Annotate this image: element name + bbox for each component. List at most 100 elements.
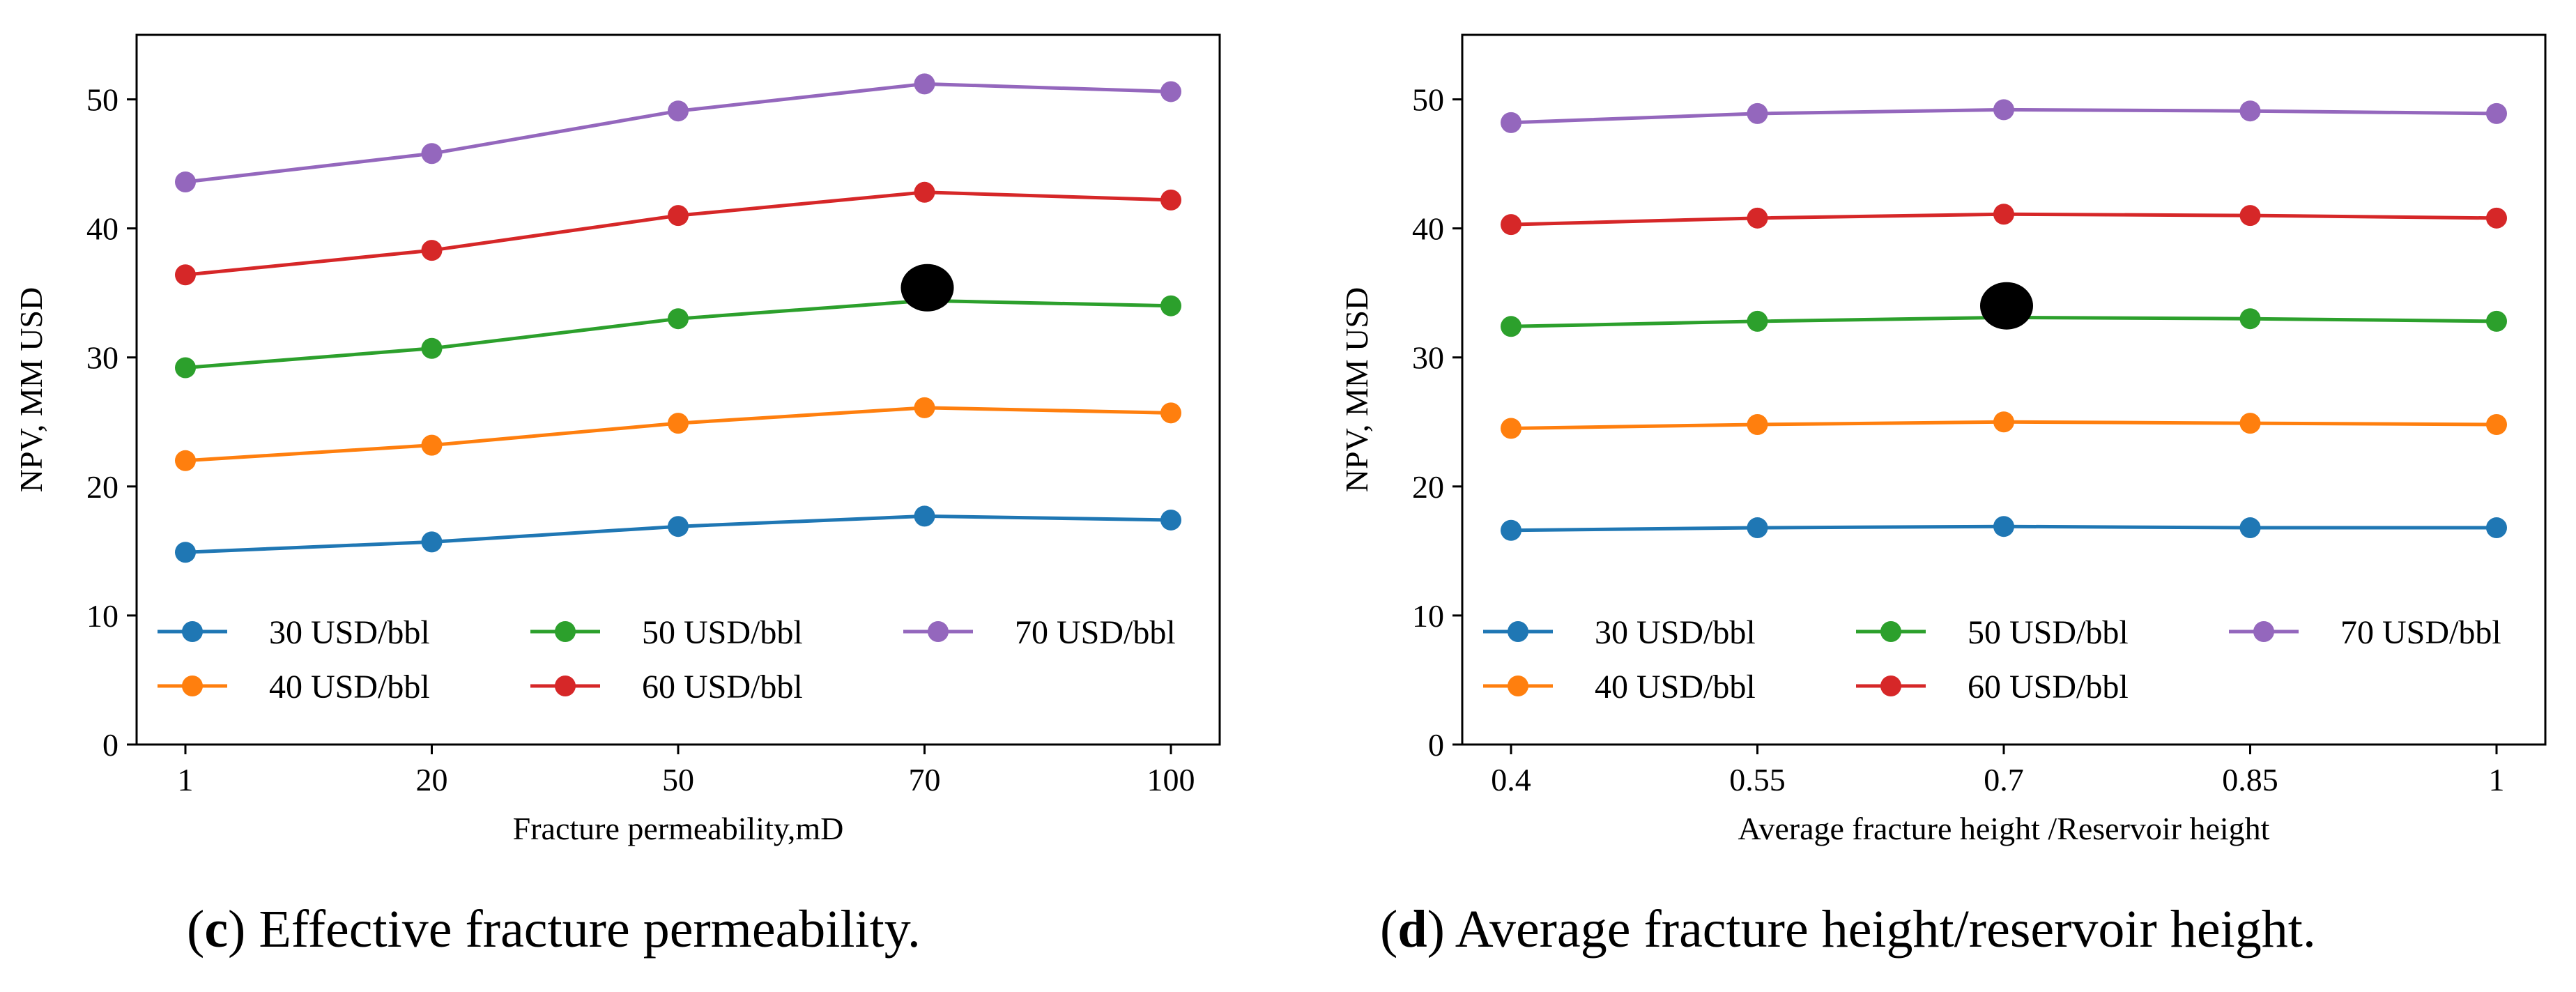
legend-label: 70 USD/bbl: [1015, 614, 1176, 651]
x-tick-label: 0.4: [1491, 762, 1531, 798]
data-point: [668, 100, 689, 122]
data-point: [668, 308, 689, 330]
data-point: [1160, 509, 1181, 531]
legend-marker: [1880, 676, 1901, 696]
legend-marker: [1880, 621, 1901, 642]
data-point: [1160, 189, 1181, 211]
y-tick-label: 40: [86, 211, 118, 247]
legend-label: 60 USD/bbl: [642, 669, 803, 705]
y-tick-label: 10: [86, 598, 118, 634]
legend-marker: [2253, 621, 2274, 642]
data-point: [175, 357, 196, 379]
data-point: [421, 531, 443, 553]
legend-marker: [555, 621, 576, 642]
data-point: [421, 240, 443, 261]
y-tick-label: 50: [86, 82, 118, 118]
legend-label: 60 USD/bbl: [1968, 669, 2129, 705]
data-point: [2486, 310, 2507, 332]
x-axis-label: Fracture permeability,mD: [513, 811, 844, 846]
data-point: [2239, 205, 2261, 227]
legend-marker: [1508, 621, 1528, 642]
data-point: [1747, 102, 1768, 124]
data-point: [668, 413, 689, 434]
legend-label: 70 USD/bbl: [2340, 614, 2501, 651]
data-point: [914, 73, 935, 95]
x-tick-label: 0.85: [2222, 762, 2278, 798]
y-tick-label: 40: [1412, 211, 1444, 247]
x-tick-label: 50: [662, 762, 694, 798]
legend-label: 30 USD/bbl: [1595, 614, 1756, 651]
y-tick-label: 10: [1412, 598, 1444, 634]
y-axis-label: NPV, MM USD: [13, 287, 49, 492]
data-point: [1160, 402, 1181, 424]
data-point: [1747, 310, 1768, 332]
caption-d: (d) Average fracture height/reservoir he…: [1380, 900, 2316, 959]
legend-marker: [928, 621, 949, 642]
data-point: [914, 505, 935, 527]
data-point: [421, 337, 443, 359]
data-point: [2486, 517, 2507, 539]
caption-c-letter: c: [204, 900, 229, 959]
x-tick-label: 1: [178, 762, 194, 798]
data-point: [2239, 100, 2261, 122]
data-point: [1993, 516, 2014, 537]
legend-label: 50 USD/bbl: [642, 614, 803, 651]
data-point: [1501, 214, 1521, 236]
legend-label: 40 USD/bbl: [1595, 669, 1756, 705]
caption-c: (c) Effective fracture permeability.: [187, 900, 921, 959]
data-point: [1993, 99, 2014, 121]
y-tick-label: 30: [1412, 340, 1444, 376]
data-point: [914, 397, 935, 418]
y-tick-label: 20: [86, 469, 118, 505]
annotation-marker: [900, 264, 954, 312]
legend-label: 40 USD/bbl: [269, 669, 430, 705]
data-point: [175, 171, 196, 193]
data-point: [1747, 207, 1768, 229]
y-tick-label: 0: [102, 727, 118, 763]
data-point: [2239, 413, 2261, 434]
data-point: [1501, 112, 1521, 133]
legend-marker: [182, 676, 203, 696]
data-point: [175, 264, 196, 286]
data-point: [421, 434, 443, 456]
legend-label: 30 USD/bbl: [269, 614, 430, 651]
annotation-marker: [1980, 282, 2033, 330]
y-tick-label: 0: [1428, 727, 1444, 763]
data-point: [2239, 308, 2261, 330]
data-point: [668, 516, 689, 537]
legend-label: 50 USD/bbl: [1968, 614, 2129, 651]
x-axis-label: Average fracture height /Reservoir heigh…: [1738, 811, 2270, 846]
x-tick-label: 100: [1147, 762, 1195, 798]
data-point: [2486, 207, 2507, 229]
data-point: [2486, 413, 2507, 435]
caption-d-letter: d: [1397, 900, 1427, 959]
data-point: [1501, 316, 1521, 337]
chart-d: 0 10 20 30 40 50 0.4 0.55 0.7 0.85 1 Average fractu…: [1339, 33, 2547, 846]
data-point: [1501, 519, 1521, 541]
x-tick-label: 20: [416, 762, 448, 798]
legend-marker: [555, 676, 576, 696]
data-point: [1160, 81, 1181, 102]
data-point: [1160, 295, 1181, 316]
data-point: [1747, 517, 1768, 539]
data-point: [914, 181, 935, 203]
y-tick-label: 50: [1412, 82, 1444, 118]
data-point: [421, 143, 443, 165]
data-point: [668, 205, 689, 227]
series-line: [185, 82, 1172, 184]
y-tick-label: 20: [1412, 469, 1444, 505]
y-tick-label: 30: [86, 340, 118, 376]
legend-marker: [182, 621, 203, 642]
series-line: [185, 190, 1172, 277]
y-axis-label: NPV, MM USD: [1339, 287, 1374, 492]
chart-c: 0 10 20 30 40 50 1 20 50 70 100 Fracture permeabili…: [13, 33, 1221, 846]
data-point: [1993, 204, 2014, 225]
data-point: [175, 450, 196, 471]
caption-d-text: ) Average fracture height/reservoir heig…: [1427, 900, 2316, 959]
data-point: [1501, 418, 1521, 439]
x-tick-label: 70: [909, 762, 941, 798]
data-point: [2486, 102, 2507, 124]
data-point: [1747, 413, 1768, 435]
data-point: [175, 542, 196, 563]
